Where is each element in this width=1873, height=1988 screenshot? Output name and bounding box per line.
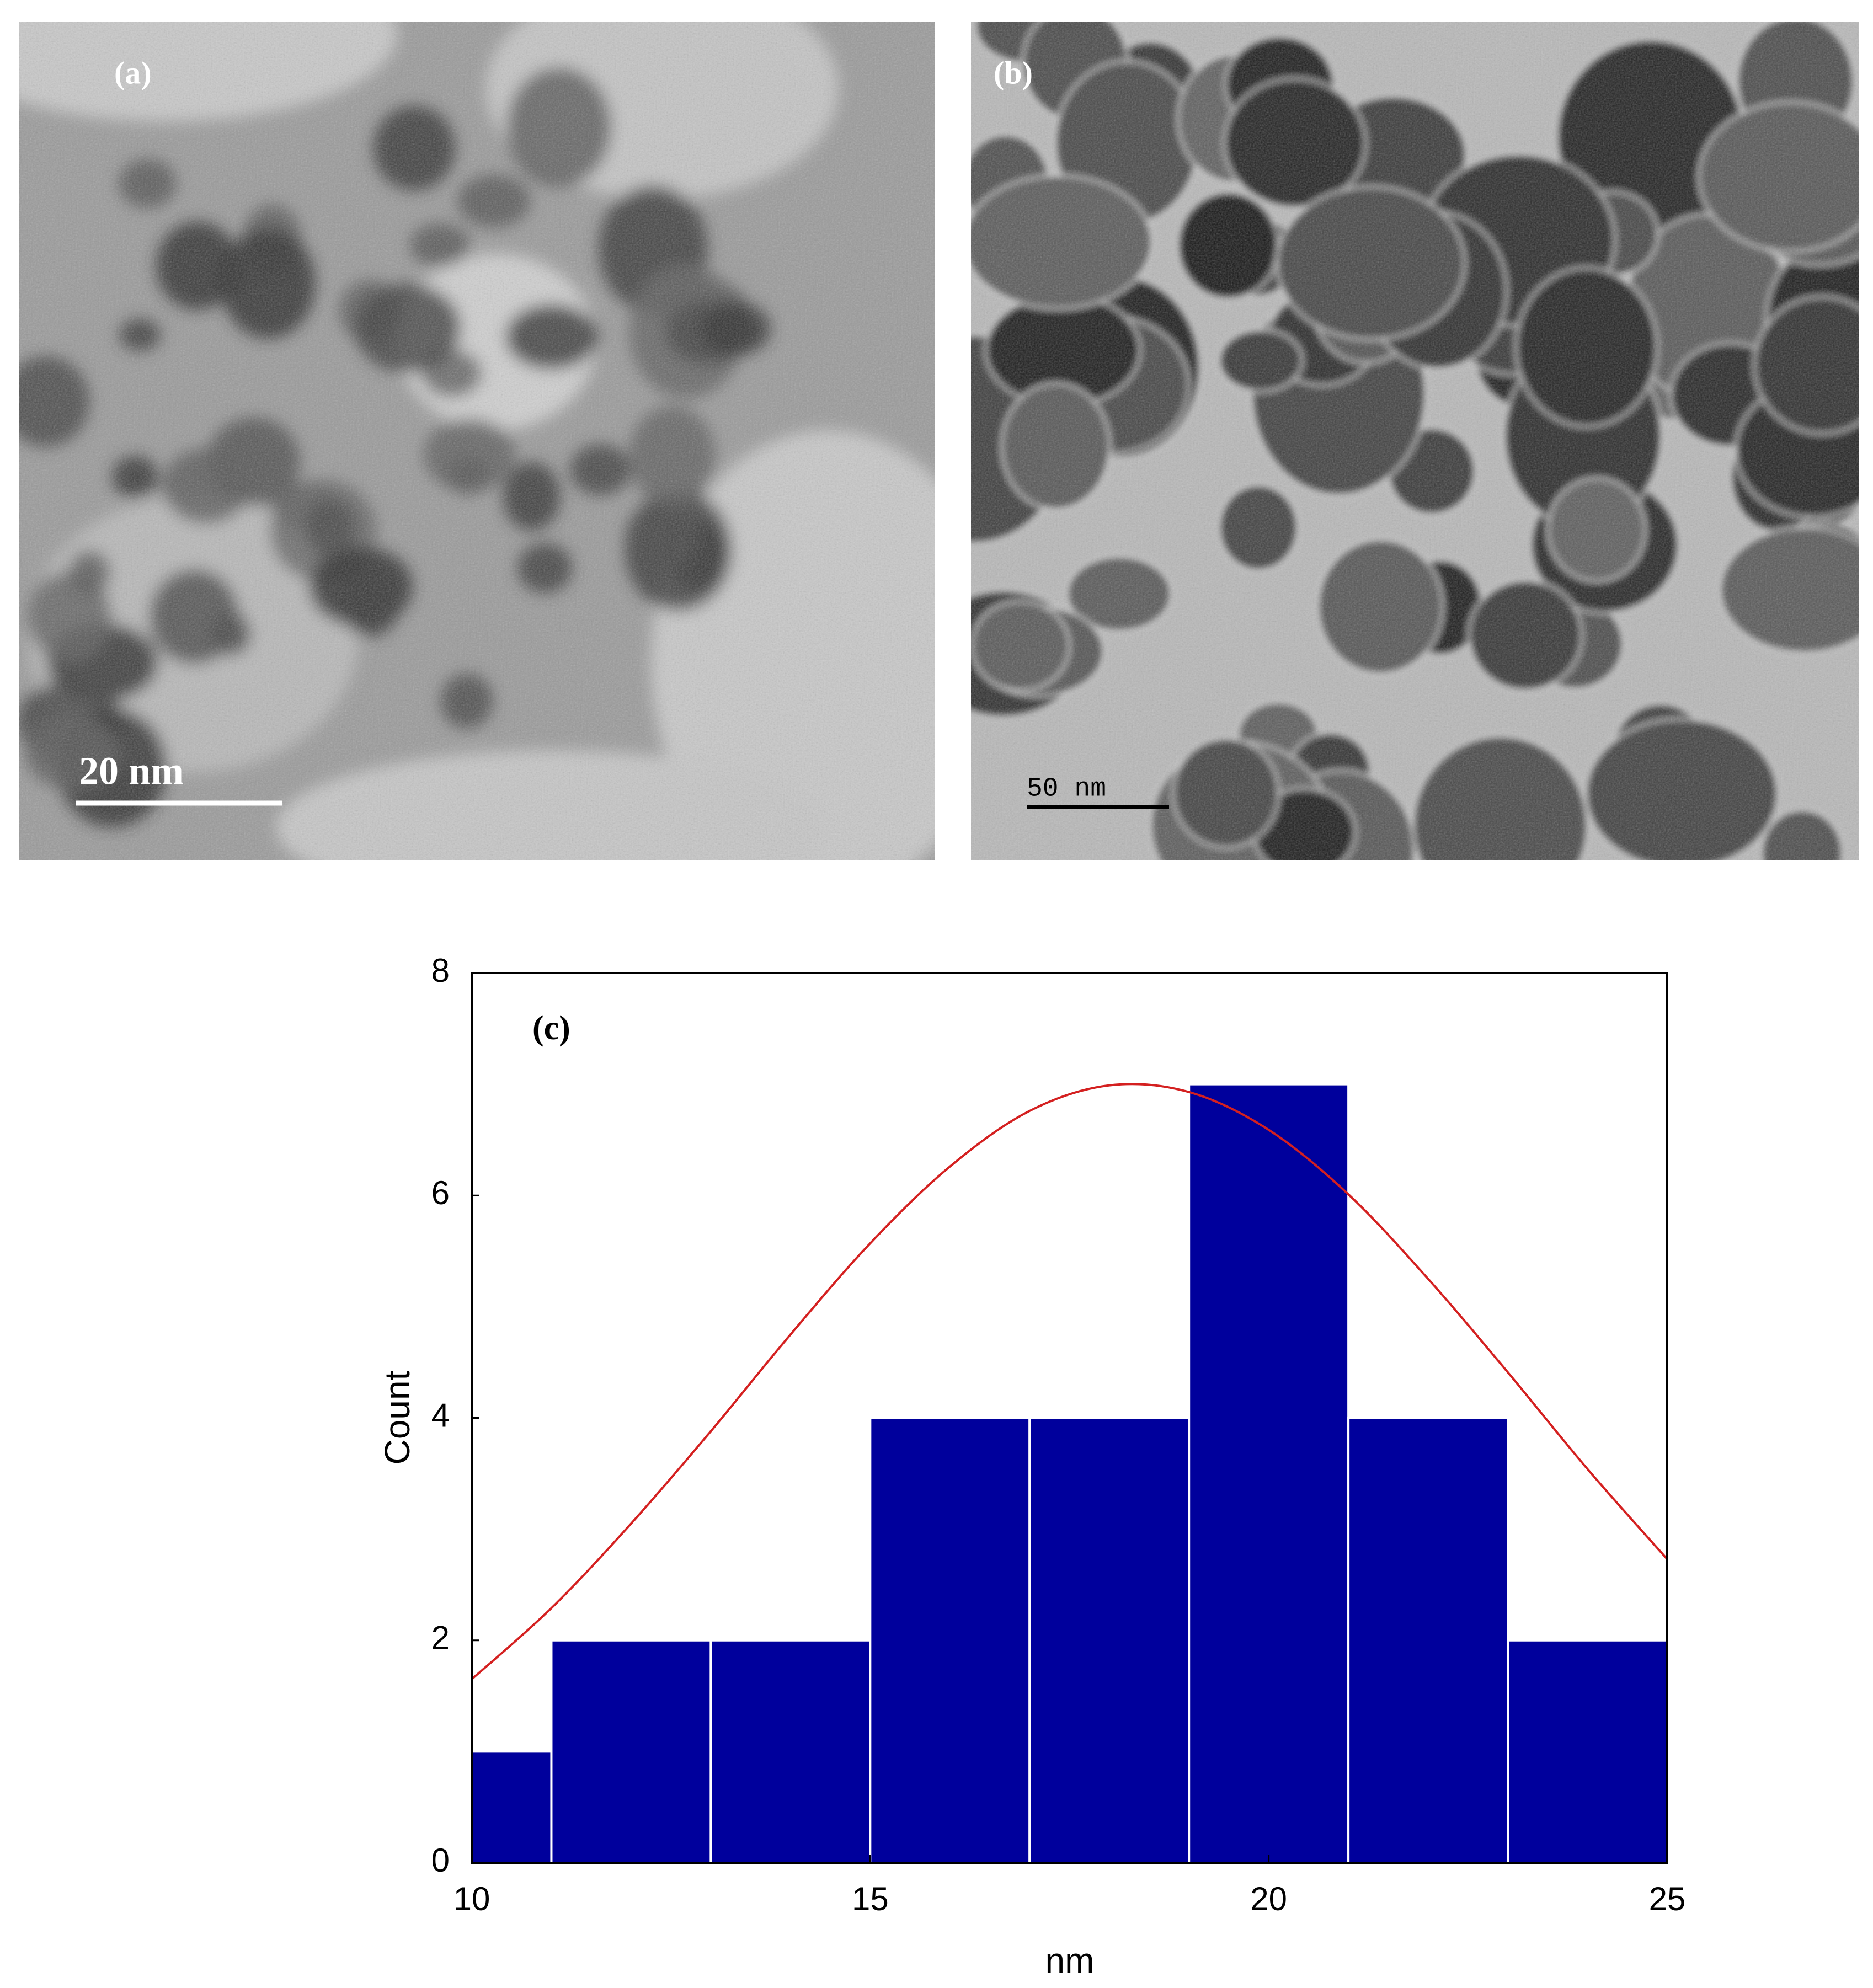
tem-image-a <box>19 22 935 860</box>
panel-label: (c) <box>532 1009 570 1047</box>
image-noise <box>19 22 935 860</box>
y-tick-label: 0 <box>431 1842 450 1879</box>
bar <box>550 1639 712 1864</box>
y-tick-label: 8 <box>431 952 450 989</box>
x-tick-label: 15 <box>852 1880 889 1917</box>
bar <box>1507 1639 1668 1864</box>
bar <box>1347 1417 1509 1864</box>
bar <box>869 1417 1031 1864</box>
y-tick-label: 4 <box>431 1397 450 1434</box>
bar <box>471 1750 553 1864</box>
bar <box>1028 1417 1191 1864</box>
x-tick-label: 25 <box>1649 1880 1686 1917</box>
x-axis-label: nm <box>1045 1941 1095 1980</box>
scale-bar-label: 50 nm <box>1027 774 1106 804</box>
bar <box>1188 1083 1350 1864</box>
fit-curve <box>471 1083 1668 1680</box>
bar <box>709 1639 872 1864</box>
x-tick-label: 10 <box>453 1880 490 1917</box>
scale-bar-label: 20 nm <box>79 749 184 793</box>
histogram-chart: (c) nm Count 10 15 20 25 0 2 4 6 8 <box>377 952 1685 1980</box>
panel-label: (b) <box>994 55 1033 90</box>
image-noise <box>971 22 1859 860</box>
y-tick-label: 2 <box>431 1620 450 1656</box>
x-tick-label: 20 <box>1250 1880 1287 1917</box>
y-tick-label: 6 <box>431 1174 450 1211</box>
panel-label: (a) <box>114 55 152 90</box>
y-axis-label: Count <box>377 1370 417 1465</box>
tem-image-b <box>971 22 1859 860</box>
